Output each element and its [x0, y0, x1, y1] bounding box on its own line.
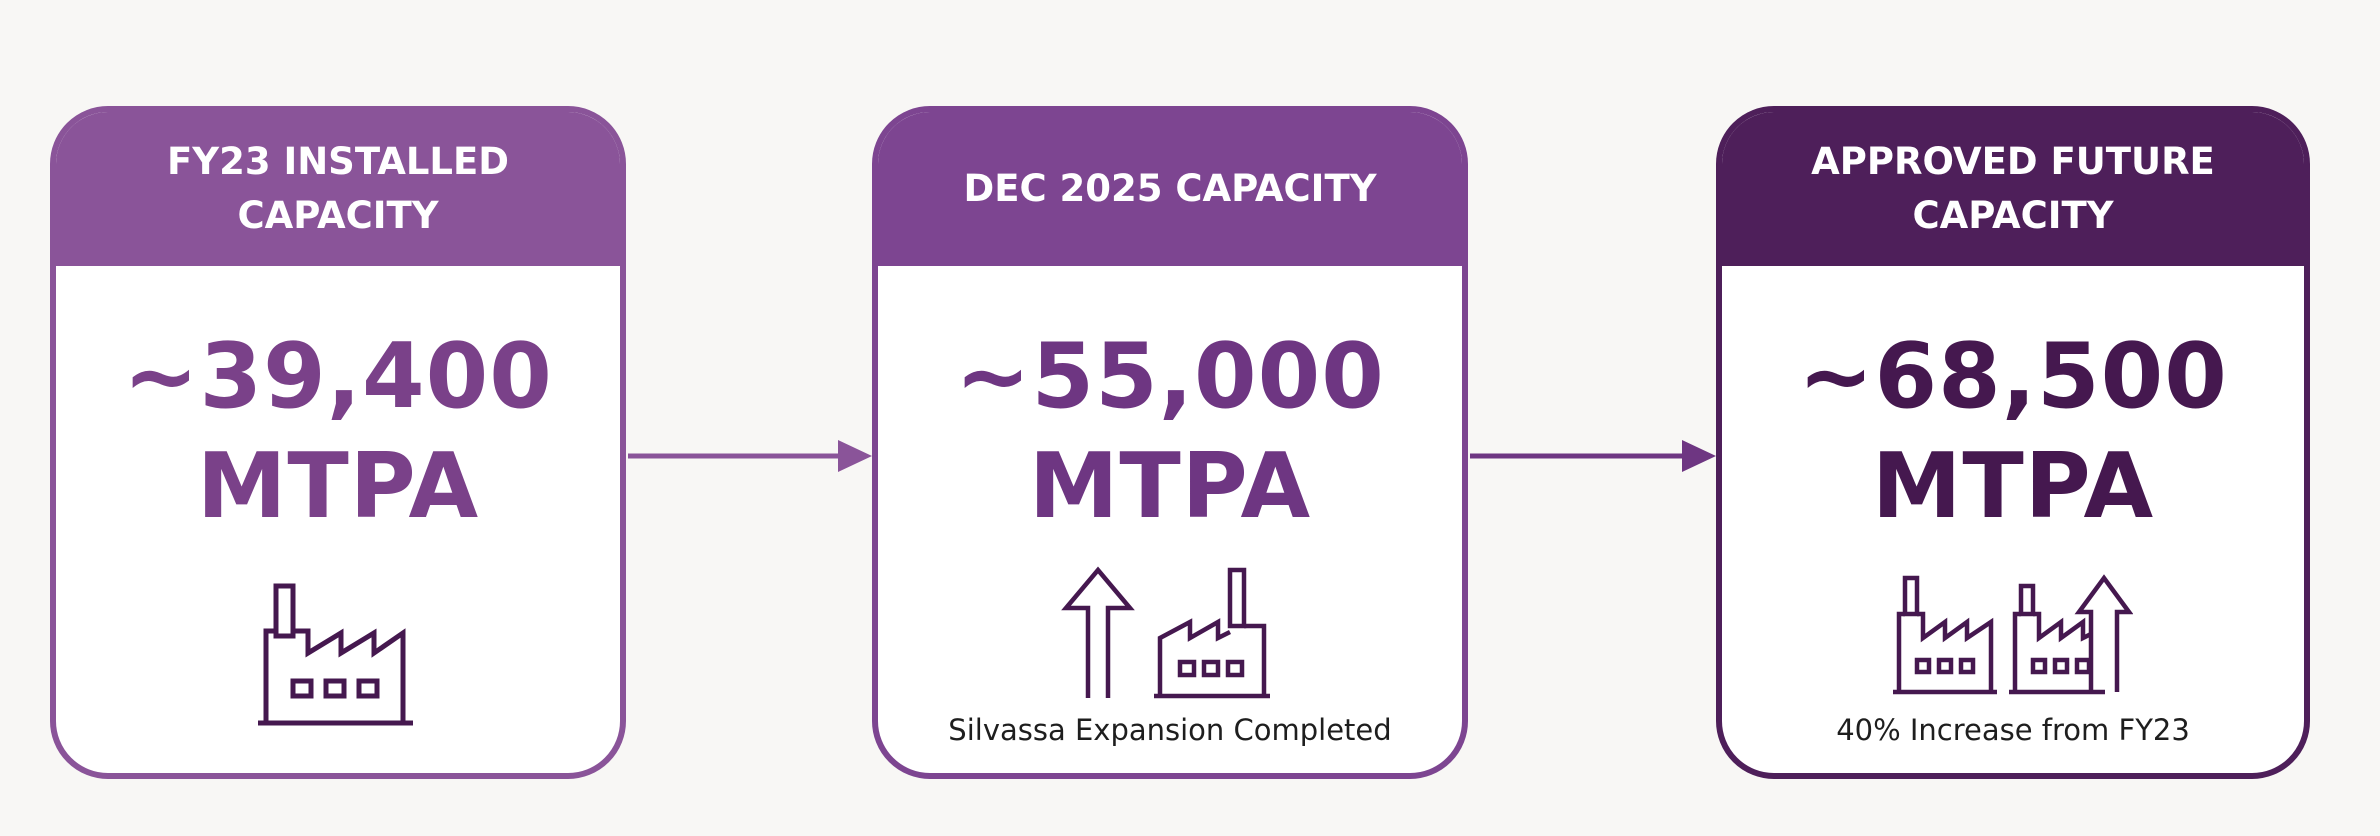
card-title-line: FY23 INSTALLED: [167, 140, 509, 183]
card-header: DEC 2025 CAPACITY: [878, 112, 1462, 266]
capacity-amount: ~39,400: [123, 324, 553, 429]
capacity-amount: ~55,000: [955, 324, 1385, 429]
card-header: APPROVED FUTURE CAPACITY: [1722, 112, 2304, 266]
capacity-value: ~68,500 MTPA: [1722, 322, 2304, 542]
card-title-line: APPROVED FUTURE: [1811, 140, 2215, 183]
capacity-unit: MTPA: [1871, 434, 2155, 539]
icon-row: [1722, 572, 2304, 700]
card-title-line: CAPACITY: [237, 194, 439, 237]
capacity-value: ~55,000 MTPA: [878, 322, 1462, 542]
card-caption: 40% Increase from FY23: [1836, 713, 2190, 747]
capacity-value: ~39,400 MTPA: [56, 322, 620, 542]
factory-growth-icon: [2009, 574, 2133, 695]
stage-card-approved-future: APPROVED FUTURE CAPACITY ~68,500 MTPA 40…: [1716, 106, 2310, 779]
stage-card-fy23: FY23 INSTALLED CAPACITY ~39,400 MTPA: [50, 106, 626, 779]
capacity-unit: MTPA: [1028, 434, 1312, 539]
factory-icon: [1154, 567, 1270, 699]
icon-row: [56, 581, 620, 731]
right-arrow-icon: [1470, 440, 1716, 472]
right-arrow-icon: [628, 440, 872, 472]
card-caption: Silvassa Expansion Completed: [948, 713, 1392, 747]
factory-icon: [1893, 575, 1997, 695]
up-arrow-icon: [1061, 566, 1135, 698]
factory-icon: [258, 583, 413, 726]
stage-card-dec-2025: DEC 2025 CAPACITY ~55,000 MTPA Silvassa …: [872, 106, 1468, 779]
card-title-line: DEC 2025 CAPACITY: [963, 167, 1377, 210]
capacity-amount: ~68,500: [1798, 324, 2228, 429]
card-header: FY23 INSTALLED CAPACITY: [56, 112, 620, 266]
card-title-line: CAPACITY: [1912, 194, 2114, 237]
capacity-unit: MTPA: [196, 434, 480, 539]
icon-row: [878, 564, 1462, 702]
